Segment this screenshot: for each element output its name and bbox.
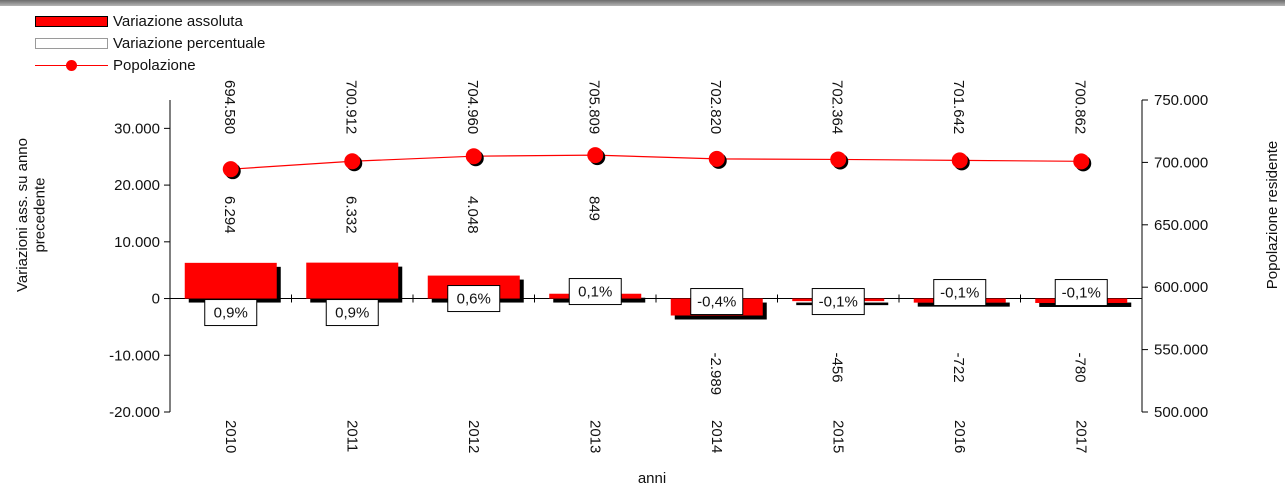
- abs-value-label: -2.989: [707, 353, 724, 396]
- y-tick-label-right: 750.000: [1154, 92, 1208, 109]
- y-tick-label-right: 700.000: [1154, 154, 1208, 171]
- y-tick-label-right: 550.000: [1154, 342, 1208, 359]
- abs-value-label: -722: [950, 353, 967, 383]
- y-axis-right-title: Popolazione residente: [1264, 141, 1281, 289]
- pct-label-box: [447, 285, 501, 313]
- pct-value-label: 0,6%: [457, 291, 491, 308]
- chart-axes: 30.000 20.000 10.000 0 -10.000 -20.000 750.000…: [109, 92, 1208, 453]
- population-line: [230, 154, 1082, 170]
- abs-value-label: -780: [1071, 353, 1088, 383]
- pct-value-label: 0,9%: [335, 305, 369, 322]
- population-label: 702.820: [707, 80, 724, 134]
- abs-value-label: 6.294: [221, 196, 238, 234]
- y-tick-label-left: -10.000: [109, 347, 160, 364]
- pct-value-label: -0,1%: [819, 294, 858, 311]
- window-top-bar: [0, 0, 1285, 6]
- y-tick-label-right: 650.000: [1154, 217, 1208, 234]
- x-axis-title: anni: [638, 470, 666, 487]
- x-tick-label: 2015: [829, 420, 846, 453]
- y-axis-left-title-line2: precedente: [31, 177, 48, 252]
- population-label: 700.862: [1071, 80, 1088, 134]
- legend-swatch-abs: [35, 15, 108, 27]
- legend-swatch-pop: [35, 59, 108, 71]
- population-point-2016: [951, 152, 968, 169]
- population-point-2013: [587, 147, 604, 164]
- pct-label-box: [1054, 279, 1108, 307]
- population-label: 705.809: [585, 80, 602, 134]
- legend-item-abs: Variazione assoluta: [35, 10, 265, 32]
- legend-label-pop: Popolazione: [113, 56, 196, 74]
- population-label: 701.642: [950, 80, 967, 134]
- y-tick-label-left: -20.000: [109, 404, 160, 421]
- pct-value-label: -0,1%: [940, 285, 979, 302]
- population-label: 694.580: [221, 80, 238, 134]
- pct-value-label: 0,1%: [578, 284, 612, 301]
- x-tick-label: 2012: [465, 420, 482, 453]
- pct-value-label: 0,9%: [214, 305, 248, 322]
- population-point-2017: [1073, 153, 1090, 170]
- y-tick-label-right: 600.000: [1154, 279, 1208, 296]
- abs-value-label: 4.048: [464, 196, 481, 234]
- population-point-2014: [708, 150, 725, 167]
- pct-label-box: [933, 279, 987, 307]
- legend-item-pct: Variazione percentuale: [35, 32, 265, 54]
- y-tick-label-left: 20.000: [114, 177, 160, 194]
- population-label: 704.960: [464, 80, 481, 134]
- abs-value-label: -456: [828, 353, 845, 383]
- pct-label-box: [811, 288, 865, 316]
- x-tick-label: 2010: [222, 420, 239, 453]
- y-tick-label-right: 500.000: [1154, 404, 1208, 421]
- y-tick-label-left: 10.000: [114, 234, 160, 251]
- population-point-2010: [222, 161, 239, 178]
- y-tick-label-left: 0: [152, 291, 160, 308]
- abs-value-label: 6.332: [342, 196, 359, 234]
- population-point-2012: [465, 148, 482, 165]
- x-tick-label: 2011: [343, 420, 360, 452]
- pct-value-label: -0,4%: [697, 294, 736, 311]
- legend-label-pct: Variazione percentuale: [113, 34, 266, 52]
- legend-swatch-pct: [35, 37, 108, 49]
- legend-item-pop: Popolazione: [35, 54, 265, 76]
- legend-label-abs: Variazione assoluta: [113, 12, 243, 30]
- y-axis-left-title: Variazioni ass. su annoprecedente: [14, 138, 48, 292]
- population-label: 700.912: [342, 80, 359, 134]
- pct-label-box: [690, 288, 744, 316]
- y-axis-left-title-line1: Variazioni ass. su anno: [14, 138, 31, 292]
- population-line-series: [222, 147, 1092, 180]
- x-tick-label: 2014: [708, 420, 725, 453]
- population-point-2015: [830, 151, 847, 168]
- abs-value-label: 849: [585, 196, 602, 221]
- pct-label-box: [204, 299, 258, 327]
- population-point-2011: [344, 153, 361, 170]
- pct-value-label: -0,1%: [1062, 285, 1101, 302]
- bar-2010: [184, 262, 277, 299]
- pct-label-box: [325, 299, 379, 327]
- x-tick-label: 2013: [586, 420, 603, 453]
- data-labels: 694.580 700.912 704.960 705.809 702.820 702.3…: [204, 80, 1108, 396]
- population-label: 702.364: [828, 80, 845, 134]
- x-tick-label: 2017: [1072, 420, 1089, 453]
- y-tick-label-left: 30.000: [114, 120, 160, 137]
- pct-label-box: [568, 278, 622, 306]
- bar-2011: [306, 262, 399, 299]
- chart-legend: Variazione assoluta Variazione percentua…: [35, 10, 265, 76]
- x-tick-label: 2016: [951, 420, 968, 453]
